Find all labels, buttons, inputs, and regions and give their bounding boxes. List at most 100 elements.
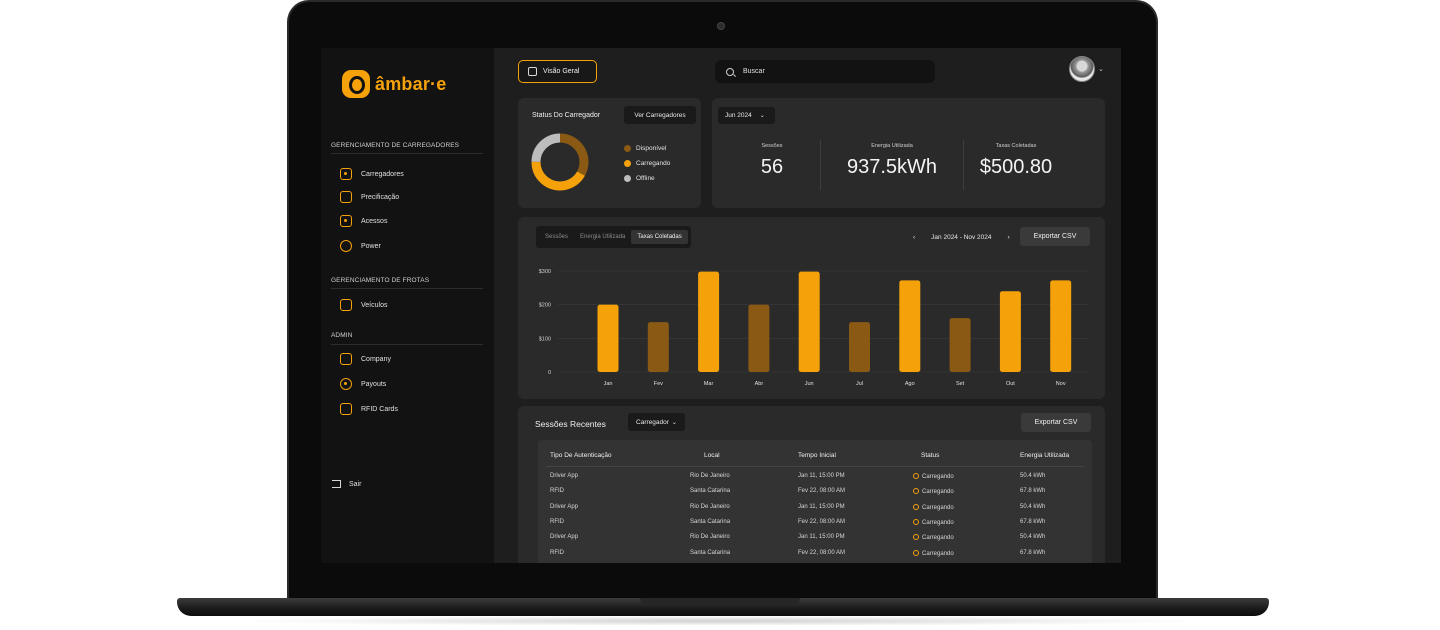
status-dot-icon [913,503,919,510]
section-title-admin: ADMIN [331,332,353,339]
x-tick-label: Abr [755,381,764,387]
bar-out[interactable] [999,291,1021,372]
chevron-right-icon[interactable]: › [1007,234,1010,241]
status-label: Carregando [922,489,954,496]
sidebar-item-rfid-cards[interactable]: RFID Cards [340,403,398,415]
sidebar-item-label: Carregadores [361,170,404,178]
sidebar-item-power[interactable]: Power [340,240,381,252]
sidebar-item-precificacao[interactable]: Precificação [340,191,399,203]
sidebar-item-label: Veículos [361,301,388,309]
filter-label: Carregador [636,418,669,426]
dashboard-screen: âmbar·e GERENCIAMENTO DE CARREGADORES Ca… [321,48,1121,563]
tab-taxas-coletadas[interactable]: Taxas Coletadas [631,230,688,244]
status-card-title: Status Do Carregador [532,112,601,119]
x-tick-label: Jul [856,381,863,387]
legend-item-offline: Offline [624,175,670,182]
bar-ago[interactable] [899,280,921,372]
sidebar-item-label: Company [361,355,391,363]
bar-set[interactable] [949,318,971,372]
laptop-shadow [230,616,1210,626]
sidebar-item-acessos[interactable]: Acessos [340,215,387,227]
brand-logo[interactable]: âmbar·e [342,70,446,98]
recent-sessions-title: Sessões Recentes [535,419,606,429]
status-dot-icon [913,488,919,495]
chevron-left-icon[interactable]: ‹ [913,234,916,241]
bar-jan[interactable] [597,304,619,372]
access-icon [340,215,352,227]
search-input[interactable] [743,68,913,75]
table-cell: Rio De Janeiro [690,534,730,541]
sidebar-item-label: RFID Cards [361,405,398,413]
table-cell: 50.4 kWh [1020,534,1046,541]
y-tick-label: $300 [539,269,551,275]
month-select[interactable]: Jun 2024 ⌄ [718,107,775,124]
legend-swatch [624,145,631,152]
sidebar-item-payouts[interactable]: Payouts [340,378,386,390]
view-chargers-button[interactable]: Ver Carregadores [624,106,696,124]
tab-energia-utilizada[interactable]: Energia Utilizada [580,234,626,240]
bar-abr[interactable] [748,304,770,372]
status-legend: Disponível Carregando Offline [624,145,670,190]
x-tick-label: Mar [704,381,714,387]
month-value: Jun 2024 [725,112,752,119]
avatar[interactable] [1069,56,1095,82]
table-cell: RFID [550,549,564,556]
tab-sessoes[interactable]: Sessões [545,234,569,240]
legend-label: Offline [636,175,655,182]
brand-name: âmbar·e [375,73,447,94]
summary-stats-card: Jun 2024 ⌄ Sessões 56 Energia Utilizada … [712,98,1105,208]
column-header: Status [921,452,940,459]
fees-bar-chart: 0 $100 $200 $300 Jan Fev Mar Abr Jun Jul Ago Set Out… [539,269,1088,387]
search-bar[interactable] [715,60,935,83]
table-cell: Rio De Janeiro [690,473,730,479]
divider [820,140,821,190]
recent-sessions-card: Sessões Recentes Carregador ⌄ Exportar C… [518,406,1105,563]
table-cell: Rio De Janeiro [690,503,730,510]
vehicle-icon [340,299,352,311]
pricing-icon [340,191,352,203]
sidebar-item-veiculos[interactable]: Veículos [340,299,387,311]
table-cell: Fev 22, 08:00 AM [798,549,846,556]
chevron-down-icon[interactable]: ⌄ [1098,66,1104,73]
status-dot-icon [913,473,919,479]
status-badge: Carregando [913,518,954,526]
legend-swatch [624,175,631,182]
status-donut-chart [531,133,589,191]
stat-label: Sessões [761,143,783,149]
status-label: Carregando [922,535,954,542]
table-cell: 50.4 kWh [1020,473,1046,479]
divider [546,466,1084,467]
table-cell: Santa Catarina [690,488,731,495]
status-label: Carregando [922,504,954,511]
divider [963,140,964,190]
charger-filter-select[interactable]: Carregador ⌄ [628,413,685,431]
status-label: Carregando [922,519,954,526]
table-cell: 67.8 kWh [1020,549,1046,556]
table-cell: 67.8 kWh [1020,488,1046,495]
bar-fev[interactable] [647,322,669,372]
bar-mar[interactable] [698,271,720,372]
legend-swatch [624,160,631,167]
date-range-label: Jan 2024 - Nov 2024 [931,234,992,241]
x-tick-label: Fev [654,381,663,387]
y-tick-label: 0 [548,370,551,376]
status-dot-icon [913,549,919,556]
legend-label: Carregando [636,160,671,167]
bar-jun[interactable] [798,271,820,372]
status-badge: Carregando [913,488,954,495]
export-csv-button[interactable]: Exportar CSV [1020,227,1090,246]
bar-jul[interactable] [849,322,870,372]
donut-segment-0 [531,133,589,191]
sidebar-item-company[interactable]: Company [340,353,391,365]
sidebar-item-carregadores[interactable]: Carregadores [340,168,404,180]
overview-button[interactable]: Visão Geral [518,60,597,83]
x-tick-label: Ago [905,381,915,387]
export-csv-button[interactable]: Exportar CSV [1021,413,1091,432]
logout-button[interactable]: Sair [332,480,361,488]
stat-sessions: Sessões 56 [742,143,802,179]
stat-label: Taxas Coletadas [995,143,1037,149]
x-tick-label: Set [956,381,965,387]
bar-nov[interactable] [1050,280,1072,372]
status-badge: Carregando [913,473,954,480]
